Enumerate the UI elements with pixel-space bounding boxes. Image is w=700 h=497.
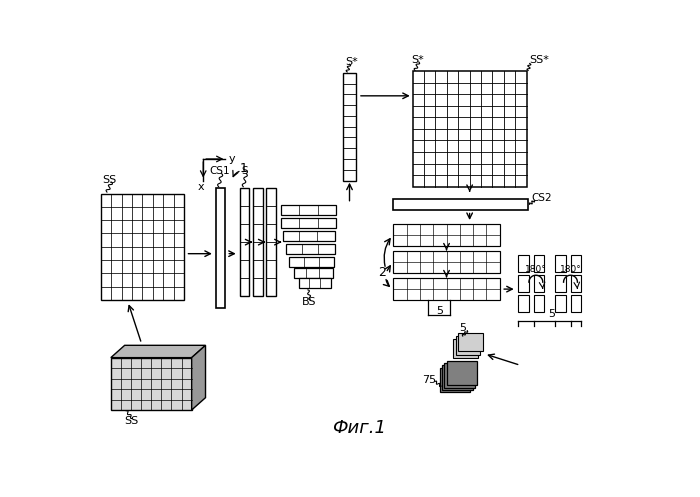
Text: x: x (197, 182, 204, 192)
Text: SS: SS (125, 416, 139, 426)
Bar (393, 225, 500, 246)
Bar (440, 368, 470, 392)
Bar (447, 361, 477, 385)
Bar (266, 188, 276, 296)
Text: CS2: CS2 (531, 193, 552, 203)
Bar (570, 295, 581, 312)
Bar (344, 73, 356, 180)
Text: SS: SS (102, 175, 117, 185)
Bar (533, 255, 545, 272)
Bar (240, 188, 249, 296)
Bar (286, 245, 335, 254)
Text: SS*: SS* (530, 55, 550, 65)
Text: BS: BS (302, 297, 316, 307)
Bar (299, 278, 331, 288)
Text: S*: S* (345, 57, 358, 67)
Bar (216, 188, 225, 308)
Bar (456, 336, 480, 354)
Polygon shape (192, 345, 206, 410)
Bar (555, 295, 566, 312)
Bar (533, 295, 545, 312)
Bar (458, 333, 483, 351)
Text: 5: 5 (459, 324, 466, 333)
Bar (393, 199, 528, 210)
Bar (454, 339, 478, 358)
Bar (570, 255, 581, 272)
Bar (281, 205, 337, 215)
Text: 180°: 180° (525, 265, 547, 274)
Text: 5: 5 (436, 307, 443, 317)
Text: 5: 5 (547, 309, 554, 319)
Text: 1: 1 (239, 163, 247, 175)
Text: CS1: CS1 (209, 166, 230, 176)
Bar (442, 365, 472, 390)
Bar (518, 295, 529, 312)
Polygon shape (111, 345, 206, 358)
Text: Фиг.1: Фиг.1 (332, 419, 386, 437)
Bar (283, 231, 335, 242)
Polygon shape (111, 358, 192, 410)
Bar (555, 275, 566, 292)
Text: S*: S* (411, 55, 424, 65)
Bar (518, 275, 529, 292)
Bar (533, 275, 545, 292)
Bar (413, 71, 526, 187)
Bar (555, 255, 566, 272)
Bar (290, 257, 334, 267)
Bar (393, 278, 500, 300)
Bar (570, 275, 581, 292)
Text: 75: 75 (422, 375, 436, 385)
Text: S: S (241, 166, 248, 176)
Text: 2: 2 (378, 266, 386, 279)
Bar (101, 194, 184, 300)
Bar (281, 218, 337, 228)
Bar (253, 188, 262, 296)
Text: y: y (229, 154, 235, 164)
Bar (393, 251, 500, 273)
Bar (294, 268, 332, 278)
Text: 180°: 180° (559, 265, 582, 274)
Bar (444, 363, 475, 388)
Bar (518, 255, 529, 272)
